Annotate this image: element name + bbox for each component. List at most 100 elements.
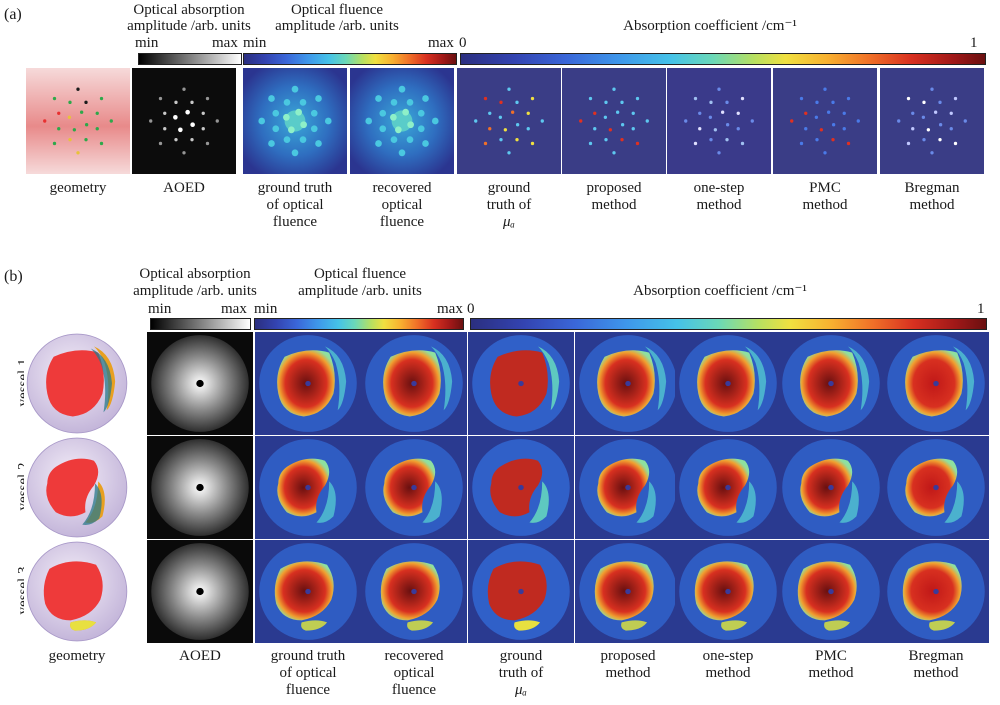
absorber-dot — [390, 113, 397, 121]
absorber-dot — [740, 96, 745, 101]
absorber-dot — [526, 127, 530, 131]
absorber-dot — [846, 96, 851, 101]
absorber-dot — [831, 137, 835, 142]
caption-line: AOED — [179, 648, 221, 664]
b-absorption-amp-title-line1: Optical absorption — [139, 266, 251, 282]
absorber-dot — [417, 125, 425, 133]
absorber-dot — [488, 111, 492, 115]
absorber-dot — [515, 123, 520, 127]
a-geometry-image — [26, 68, 130, 174]
absorber-dot — [612, 87, 616, 91]
absorber-dot — [530, 141, 535, 146]
b-geometry-vessel-3-image — [24, 540, 130, 643]
absorber-dot — [725, 100, 729, 105]
a-caption-ground-truth-mua: ground truth of μₐ — [449, 180, 569, 231]
absorber-dot — [483, 96, 488, 101]
absorber-dot — [182, 87, 186, 91]
absorber-dot — [717, 151, 721, 155]
absorber-dot — [190, 122, 195, 128]
a-one-step-method-image — [667, 68, 771, 174]
a-ground-truth-fluence-image — [243, 68, 347, 174]
absorber-dot — [174, 100, 178, 105]
absorber-dot — [182, 151, 186, 155]
caption-line: geometry — [49, 180, 107, 196]
caption-line: ground truth — [257, 180, 333, 196]
a-caption-one-step-method: one-step method — [659, 180, 779, 214]
absorber-dot — [291, 85, 299, 93]
absorber-dot — [158, 141, 163, 146]
absorber-dot — [953, 96, 958, 101]
abs-coeff-max: 1 — [970, 35, 978, 51]
caption-line: optical — [393, 665, 435, 681]
b-proposed-method-vessel-2-image — [575, 436, 681, 539]
caption-line: method — [705, 665, 751, 681]
a-caption-bregman-method: Bregman method — [872, 180, 992, 214]
caption-line: fluence — [272, 214, 318, 230]
absorber-dot — [315, 95, 322, 102]
absorber-dot — [95, 127, 99, 131]
absorber-dot — [911, 111, 915, 115]
a-caption-recovered-fluence: recovered optical fluence — [342, 180, 462, 231]
abs-coeff-colorbar — [460, 53, 986, 65]
b-ground-truth-mua-vessel-3-image — [468, 540, 574, 643]
absorber-dot — [579, 119, 583, 123]
a-proposed-method-image — [562, 68, 666, 174]
b-caption-aoed: AOED — [141, 648, 259, 665]
b-absorption-amp-colorbar — [150, 318, 251, 330]
absorber-dot — [76, 151, 80, 155]
absorber-dot — [291, 149, 299, 157]
caption-line: AOED — [163, 180, 205, 196]
absorber-dot — [79, 110, 84, 114]
absorber-dot — [422, 140, 429, 147]
b-fluence-amp-title-line1: Optical fluence — [313, 266, 407, 282]
absorber-dot — [930, 87, 934, 91]
caption-line: of optical — [279, 665, 337, 681]
absorber-dot — [324, 117, 332, 125]
absorber-dot — [815, 137, 819, 142]
b-geometry-vessel-2-image — [24, 436, 130, 539]
b-caption-proposed-method: proposed method — [569, 648, 687, 682]
absorber-dot — [498, 115, 503, 119]
absorber-dot — [963, 119, 967, 123]
absorber-dot — [483, 141, 488, 146]
absorber-dot — [736, 111, 740, 115]
b-recovered-fluence-vessel-2-image — [361, 436, 467, 539]
absorber-dot — [95, 111, 99, 115]
caption-line: truth of — [498, 665, 544, 681]
absorber-dot — [99, 96, 104, 101]
absorber-dot — [43, 119, 47, 123]
absorber-dot — [365, 117, 373, 125]
absorber-dot — [299, 98, 307, 106]
b-fluence-amp-colorbar — [254, 318, 464, 330]
absorber-dot — [68, 137, 72, 142]
absorber-dot — [698, 111, 702, 115]
fluence-amp-colorbar — [243, 53, 457, 65]
absorber-dot — [603, 115, 608, 119]
absorber-dot — [819, 128, 824, 132]
caption-line: ground — [487, 180, 531, 196]
b-aoed-vessel-1-image — [147, 332, 253, 435]
absorber-dot — [422, 95, 429, 102]
b-caption-ground-truth-mua: ground truth of μₐ — [462, 648, 580, 699]
caption-line: method — [808, 665, 854, 681]
b-recovered-fluence-vessel-1-image — [361, 332, 467, 435]
absorber-dot — [488, 127, 492, 131]
b-fluence-amp-min: min — [254, 301, 278, 317]
caption-line: μₐ — [515, 682, 527, 698]
absorber-dot — [268, 140, 275, 147]
absorber-dot — [635, 96, 640, 101]
b-absorption-amp-min: min — [148, 301, 172, 317]
caption-line: method — [913, 665, 959, 681]
caption-line: method — [591, 197, 637, 213]
b-one-step-method-vessel-3-image — [675, 540, 781, 643]
absorber-dot — [846, 141, 851, 146]
caption-line: μₐ — [503, 214, 515, 230]
caption-line: method — [696, 197, 742, 213]
absorber-dot — [72, 128, 77, 132]
b-pmc-method-vessel-3-image — [778, 540, 884, 643]
b-caption-bregman-method: Bregman method — [877, 648, 995, 682]
absorber-dot — [67, 115, 72, 119]
b-fluence-amp-max: max — [437, 301, 463, 317]
fluence-amp-max: max — [428, 35, 454, 51]
absorber-dot — [645, 119, 649, 123]
